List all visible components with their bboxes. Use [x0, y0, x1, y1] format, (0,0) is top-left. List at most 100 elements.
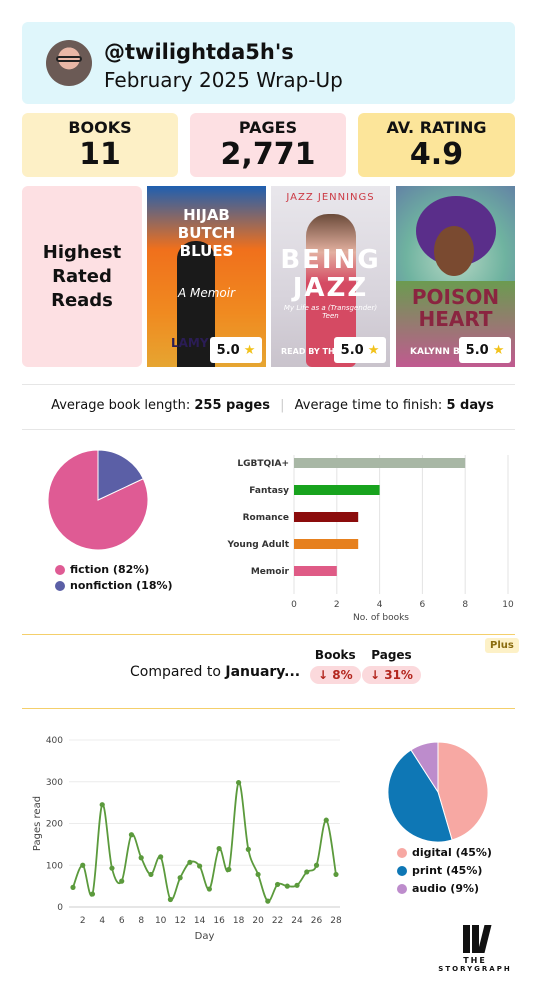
books-comparison: Books ↓ 8% [310, 648, 361, 684]
x-tick-label: 20 [252, 916, 264, 926]
star-icon: ★ [367, 342, 380, 358]
x-tick-label: 22 [272, 916, 283, 926]
data-point [294, 882, 300, 888]
data-point [226, 866, 232, 873]
book-cover-subtitle: A Memoir [177, 286, 236, 300]
book-cover-being-jazz[interactable]: JAZZ JENNINGS BEING JAZZ My Life as a (T… [271, 186, 390, 367]
format-slice [437, 741, 489, 841]
x-tick-label: 28 [330, 916, 342, 926]
y-tick-label: 400 [46, 736, 63, 746]
books-stat-label: BOOKS [68, 118, 132, 137]
format-slice [410, 741, 439, 794]
book-cover-poison-heart[interactable]: POISON HEART KALYNN B 5.0 ★ [396, 186, 515, 367]
header-banner: @twilightda5h's February 2025 Wrap-Up [22, 22, 515, 104]
x-tick-label: 6 [420, 600, 426, 610]
series-line [72, 781, 337, 903]
format-slice [387, 749, 453, 843]
x-tick-label: 4 [377, 600, 383, 610]
data-point [99, 802, 105, 808]
pages-change-badge: ↓ 31% [362, 666, 421, 684]
data-point [148, 871, 154, 878]
data-point [70, 884, 76, 890]
storygraph-logo-icon [432, 925, 518, 953]
rating-stat: AV. RATING 4.9 [358, 113, 515, 177]
data-point [274, 881, 281, 888]
x-tick-label: 2 [334, 600, 340, 610]
divider [22, 708, 515, 709]
y-tick-label: 200 [46, 820, 63, 830]
pages-comparison: Pages ↓ 31% [362, 648, 421, 684]
book-cover-hijab-butch-blues[interactable]: HIJAB BUTCH BLUES A Memoir LAMY 5.0 ★ [147, 186, 266, 367]
x-tick-label: 26 [311, 916, 323, 926]
averages-line: Average book length: 255 pages | Average… [51, 398, 494, 413]
bar [294, 458, 466, 468]
book-cover-top-text: JAZZ JENNINGS [286, 192, 375, 203]
legend-swatch [397, 847, 407, 858]
page-title: February 2025 Wrap-Up [104, 68, 343, 92]
pages-stat-value: 2,771 [220, 137, 316, 172]
format-pie-chart [387, 741, 489, 843]
data-point [333, 871, 339, 878]
x-tick-label: 14 [194, 916, 206, 926]
book-cover-title: BEING JAZZ [280, 245, 381, 303]
divider [22, 384, 515, 385]
bar [294, 566, 337, 576]
rating-stat-label: AV. RATING [386, 118, 487, 137]
fiction-pie-chart [47, 449, 149, 551]
x-tick-label: 10 [502, 600, 514, 610]
rating-badge: 5.0 ★ [210, 337, 262, 363]
y-tick-label: 0 [57, 903, 63, 913]
avg-length-value: 255 pages [194, 398, 270, 413]
storygraph-logo[interactable]: THE STORYGRAPH [432, 925, 518, 973]
x-axis-label: No. of books [353, 613, 409, 620]
book-cover-author: READ BY THE [281, 347, 341, 356]
data-point [255, 871, 261, 878]
data-point [235, 779, 242, 786]
legend-fiction: fiction (82%) [55, 563, 149, 576]
rating-badge: 5.0 ★ [334, 337, 386, 363]
category-label: Memoir [251, 567, 290, 577]
x-tick-label: 2 [80, 916, 86, 926]
pages-stat-label: PAGES [238, 118, 298, 137]
bar [294, 539, 359, 549]
book-cover-title: POISON HEART [411, 285, 500, 331]
star-icon: ★ [492, 342, 505, 358]
x-tick-label: 12 [174, 916, 185, 926]
bar [294, 512, 359, 522]
x-tick-label: 6 [119, 916, 125, 926]
data-point [177, 875, 183, 881]
data-point [128, 832, 135, 838]
y-axis-label: Pages read [32, 796, 43, 851]
genre-bar-chart: 0 2 4 6 8 10 LGBTQIA+ Fantasy Romance Young Adult… [227, 455, 514, 620]
fiction-slice [97, 449, 144, 501]
comparison-label: Compared to January... [130, 664, 301, 680]
book-cover-subtitle: My Life as a (Transgender) Teen [283, 304, 378, 320]
x-tick-label: 8 [462, 600, 468, 610]
data-point [89, 891, 96, 897]
legend-swatch [397, 865, 407, 876]
x-tick-label: 24 [291, 916, 303, 926]
data-point [167, 896, 174, 903]
data-point [197, 863, 203, 869]
x-tick-label: 0 [291, 600, 297, 610]
username[interactable]: @twilightda5h's [104, 40, 294, 64]
legend-swatch [55, 580, 65, 591]
data-point [284, 883, 290, 889]
data-point [216, 845, 222, 852]
highest-rated-label: Highest Rated Reads [22, 186, 142, 367]
data-point [119, 878, 125, 884]
legend-nonfiction: nonfiction (18%) [55, 579, 173, 592]
data-point [304, 869, 310, 875]
books-change-badge: ↓ 8% [310, 666, 361, 684]
data-point [138, 855, 144, 861]
legend-swatch [55, 564, 65, 575]
book-cover-author: LAMY [171, 336, 209, 350]
legend-swatch [397, 883, 407, 894]
x-tick-label: 16 [213, 916, 225, 926]
data-point [80, 862, 86, 868]
bar [294, 485, 380, 495]
avatar[interactable] [46, 40, 92, 86]
legend-digital: digital (45%) [397, 846, 492, 859]
data-point [245, 846, 251, 852]
